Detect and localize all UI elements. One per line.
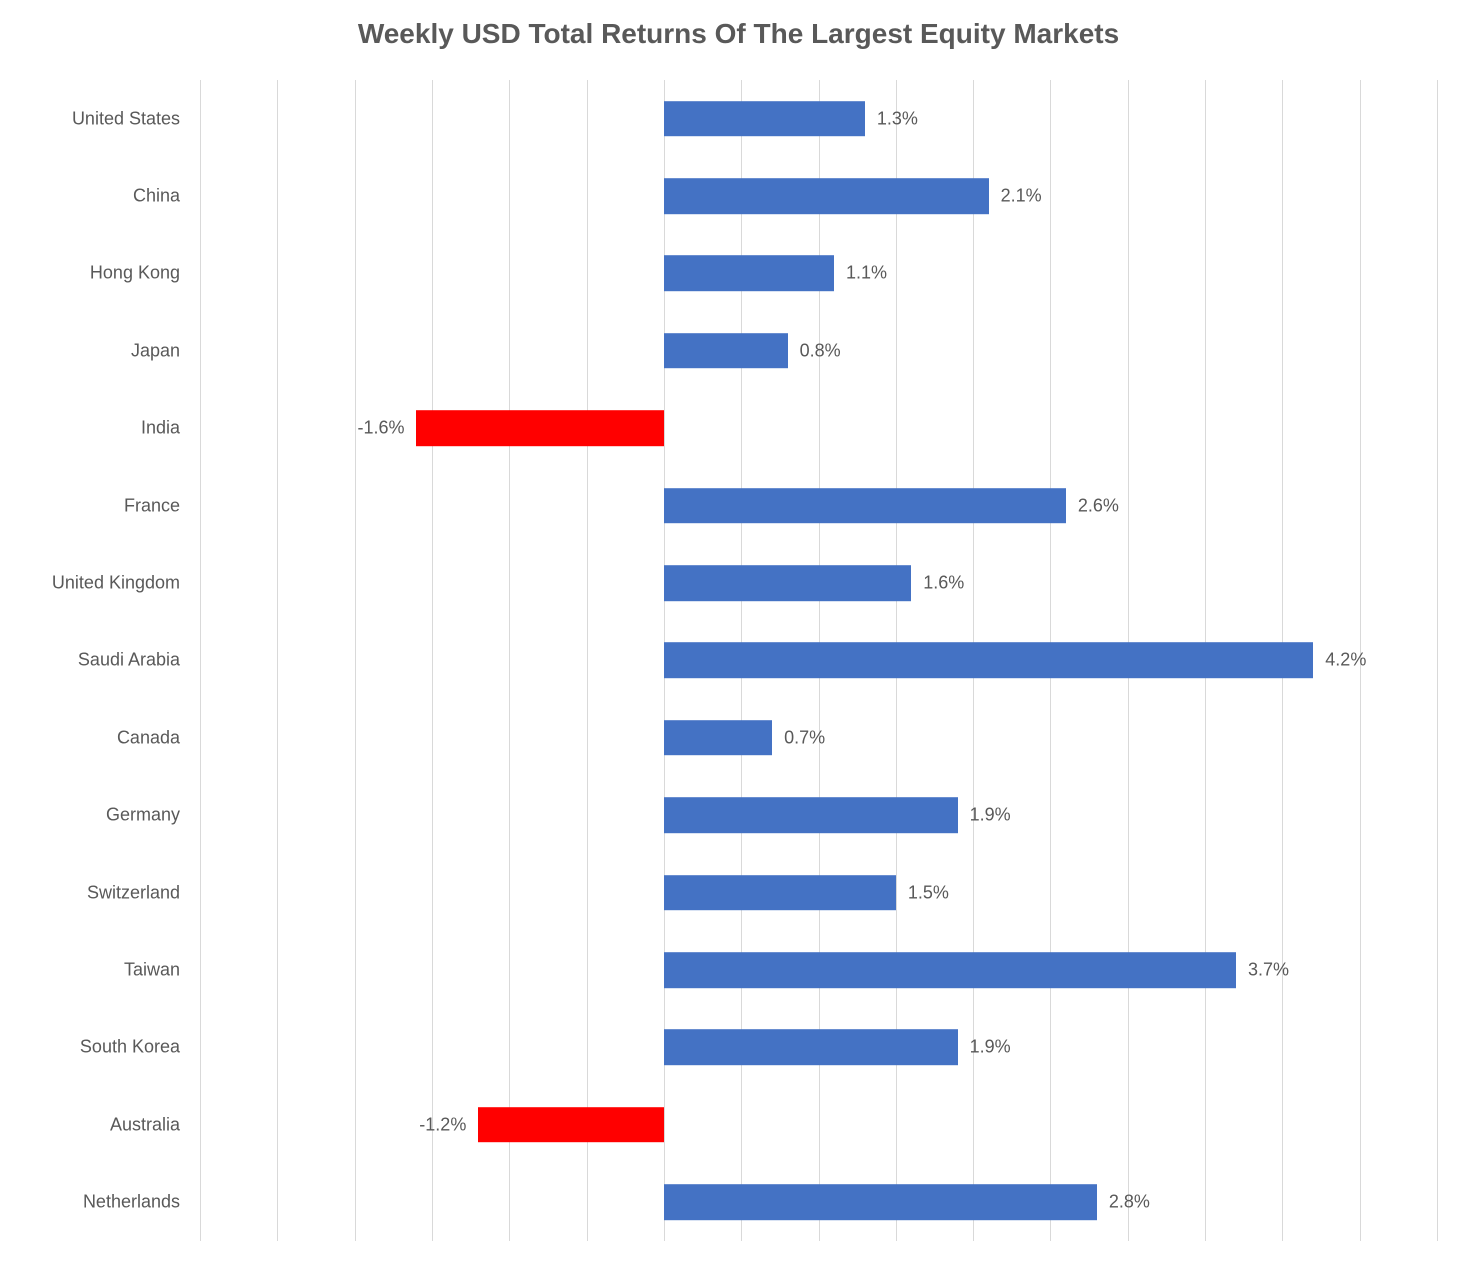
bar-row: Netherlands 2.8%	[40, 1164, 1437, 1241]
data-label: 2.8%	[1109, 1192, 1150, 1213]
y-axis-label: Switzerland	[40, 882, 180, 903]
y-axis-label: United Kingdom	[40, 573, 180, 594]
bar-row: China 2.1%	[40, 157, 1437, 234]
bar-row: India -1.6%	[40, 390, 1437, 467]
y-axis-label: Canada	[40, 727, 180, 748]
plot-area: United States 1.3% China 2.1% Hong Kong 1.1% J…	[40, 80, 1437, 1241]
bar-row: United Kingdom 1.6%	[40, 544, 1437, 621]
chart-title: Weekly USD Total Returns Of The Largest …	[0, 18, 1477, 50]
bar-row: South Korea 1.9%	[40, 1009, 1437, 1086]
data-label: 1.9%	[970, 805, 1011, 826]
data-label: 1.5%	[908, 882, 949, 903]
y-axis-label: India	[40, 418, 180, 439]
bar-row: France 2.6%	[40, 467, 1437, 544]
bar	[664, 565, 911, 601]
bar	[664, 797, 958, 833]
data-label: -1.6%	[357, 418, 404, 439]
y-axis-label: Taiwan	[40, 960, 180, 981]
data-label: 0.7%	[784, 727, 825, 748]
y-axis-label: Saudi Arabia	[40, 650, 180, 671]
bar	[664, 101, 865, 137]
bar-row: Saudi Arabia 4.2%	[40, 622, 1437, 699]
y-axis-label: France	[40, 495, 180, 516]
data-label: 1.1%	[846, 263, 887, 284]
bar	[664, 875, 896, 911]
bar-row: Switzerland 1.5%	[40, 854, 1437, 931]
y-axis-label: Netherlands	[40, 1192, 180, 1213]
data-label: 1.9%	[970, 1037, 1011, 1058]
data-label: 1.3%	[877, 108, 918, 129]
data-label: 1.6%	[923, 573, 964, 594]
bar-row: Germany 1.9%	[40, 777, 1437, 854]
y-axis-label: United States	[40, 108, 180, 129]
data-label: 0.8%	[800, 340, 841, 361]
bar-row: Australia -1.2%	[40, 1086, 1437, 1163]
y-axis-label: South Korea	[40, 1037, 180, 1058]
bar	[664, 643, 1313, 679]
bar	[664, 1030, 958, 1066]
bar	[664, 256, 834, 292]
y-axis-label: Germany	[40, 805, 180, 826]
bar	[664, 952, 1236, 988]
data-label: 2.1%	[1001, 186, 1042, 207]
bar-row: Canada 0.7%	[40, 699, 1437, 776]
bar-row: United States 1.3%	[40, 80, 1437, 157]
grid-line	[1437, 80, 1438, 1241]
bar	[478, 1107, 664, 1143]
bar	[664, 1184, 1097, 1220]
y-axis-label: Japan	[40, 340, 180, 361]
y-axis-label: Hong Kong	[40, 263, 180, 284]
bar	[416, 410, 663, 446]
data-label: 2.6%	[1078, 495, 1119, 516]
data-label: 3.7%	[1248, 960, 1289, 981]
bar	[664, 333, 788, 369]
data-label: -1.2%	[419, 1114, 466, 1135]
bar-row: Hong Kong 1.1%	[40, 235, 1437, 312]
y-axis-label: China	[40, 186, 180, 207]
data-label: 4.2%	[1325, 650, 1366, 671]
bar-row: Taiwan 3.7%	[40, 931, 1437, 1008]
y-axis-label: Australia	[40, 1114, 180, 1135]
bar	[664, 720, 772, 756]
bar	[664, 178, 989, 214]
bar-row: Japan 0.8%	[40, 312, 1437, 389]
bar	[664, 488, 1066, 524]
